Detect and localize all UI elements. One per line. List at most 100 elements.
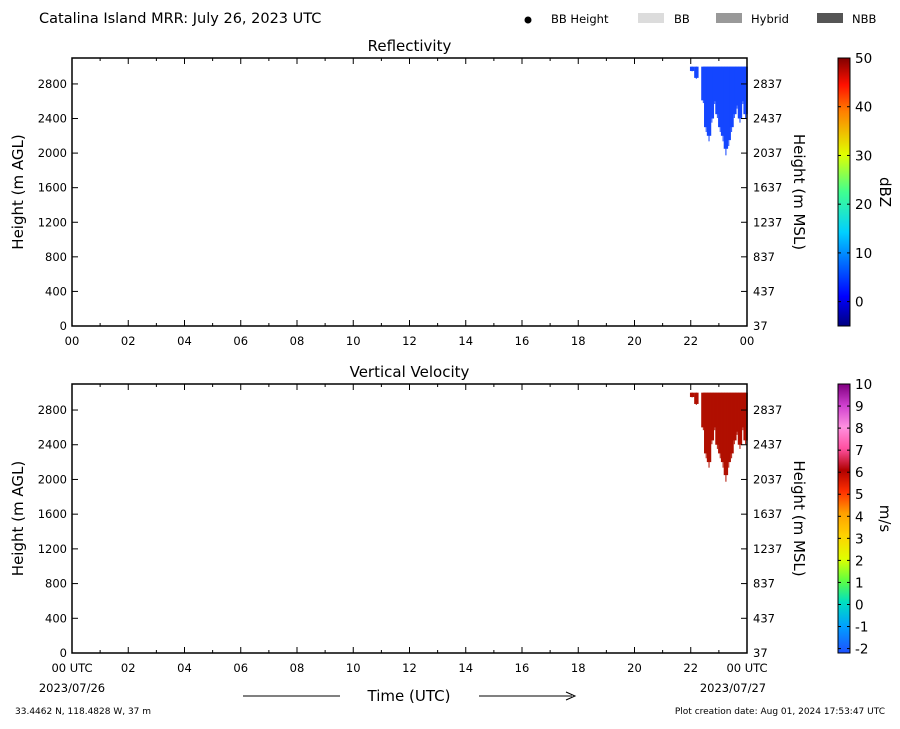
location-text: 33.4462 N, 118.4828 W, 37 m xyxy=(15,707,151,717)
y-tick-label-right: 2837 xyxy=(753,77,782,91)
x-tick-label: 20 xyxy=(627,334,642,348)
colorbar-tick-label: 10 xyxy=(855,377,872,393)
echo-streak xyxy=(695,66,697,79)
y-tick-label: 1600 xyxy=(38,181,67,195)
x-tick-label: 12 xyxy=(402,661,417,675)
x-tick-label: 04 xyxy=(177,661,192,675)
x-tick-label: 08 xyxy=(290,661,305,675)
y-tick-label: 2800 xyxy=(38,77,67,91)
echo-streak xyxy=(733,66,735,118)
panel-title: Reflectivity xyxy=(368,37,452,55)
y-tick-label: 2000 xyxy=(38,472,67,486)
echo-streak xyxy=(716,392,719,449)
y-tick-label-right: 2437 xyxy=(753,438,782,452)
colorbar-tick-label: 3 xyxy=(855,531,864,547)
echo-streak xyxy=(722,66,724,142)
y-tick-label-right: 837 xyxy=(753,577,775,591)
y-tick-label-right: 1637 xyxy=(753,507,782,521)
colorbar-tick-label: 4 xyxy=(855,509,864,525)
legend-nbb-label: NBB xyxy=(852,12,876,26)
echo-streak xyxy=(742,66,744,104)
y-tick-label-right: 837 xyxy=(753,250,775,264)
x-tick-label: 06 xyxy=(233,334,248,348)
echo-streak xyxy=(705,392,707,459)
echo-streak xyxy=(708,66,710,142)
colorbar-tick-label: 50 xyxy=(855,51,872,67)
creation-date-text: Plot creation date: Aug 01, 2024 17:53:4… xyxy=(675,707,885,717)
x-tick-label: 00 UTC xyxy=(726,661,767,675)
y-tick-label-right: 37 xyxy=(753,646,768,660)
y-tick-label: 800 xyxy=(45,250,67,264)
echo-streak xyxy=(691,392,693,398)
echo-streak xyxy=(722,392,724,468)
y-tick-label: 2400 xyxy=(38,438,67,452)
y-axis-label-right: Height (m MSL) xyxy=(790,460,808,576)
echo-streak xyxy=(730,66,733,133)
y-tick-label: 0 xyxy=(60,646,67,660)
legend-bb-height-label: BB Height xyxy=(551,12,609,26)
colorbar-tick-label: 30 xyxy=(855,148,872,164)
colorbar-tick-label: -1 xyxy=(855,620,868,636)
start-date-label: 2023/07/26 xyxy=(39,681,105,695)
y-tick-label-right: 2837 xyxy=(753,403,782,417)
y-tick-label-right: 2037 xyxy=(753,472,782,486)
x-tick-label: 14 xyxy=(458,661,473,675)
echo-streak xyxy=(739,66,741,123)
colorbar-tick-label: 5 xyxy=(855,487,864,503)
echo-streak xyxy=(728,392,730,468)
echo-streak xyxy=(736,392,738,435)
y-tick-label: 400 xyxy=(45,284,67,298)
y-axis-label-right: Height (m MSL) xyxy=(790,134,808,250)
echo-streak xyxy=(739,392,741,449)
echo-streak xyxy=(744,392,747,445)
echo-streak xyxy=(736,66,738,109)
colorbar-tick-label: 6 xyxy=(855,465,864,481)
y-tick-label-right: 1237 xyxy=(753,542,782,556)
x-tick-label: 00 xyxy=(65,334,80,348)
x-tick-label: 22 xyxy=(683,661,698,675)
echo-streak xyxy=(702,66,705,104)
x-tick-label: 00 UTC xyxy=(51,661,92,675)
echo-streak xyxy=(719,66,721,133)
legend-hybrid-label: Hybrid xyxy=(751,12,789,26)
echo-streak xyxy=(695,392,697,405)
colorbar xyxy=(837,383,851,654)
panel-title: Vertical Velocity xyxy=(350,363,470,381)
echo-streak xyxy=(725,66,727,156)
x-tick-label: 20 xyxy=(627,661,642,675)
y-tick-label-right: 37 xyxy=(753,319,768,333)
x-tick-label: 22 xyxy=(683,334,698,348)
y-tick-label: 0 xyxy=(60,319,67,333)
x-tick-label: 02 xyxy=(121,334,136,348)
time-axis-label: Time (UTC) xyxy=(367,687,451,705)
echo-streak xyxy=(725,392,727,482)
colorbar-tick-label: 9 xyxy=(855,399,864,415)
end-date-label: 2023/07/27 xyxy=(700,681,766,695)
echo-streak xyxy=(708,392,710,468)
figure-title: Catalina Island MRR: July 26, 2023 UTC xyxy=(39,11,321,27)
colorbar-tick-label: -2 xyxy=(855,642,868,658)
echo-streak xyxy=(691,66,693,72)
echo-streak xyxy=(711,66,713,123)
time-arrow-head-icon xyxy=(565,691,577,701)
y-tick-label-right: 2037 xyxy=(753,146,782,160)
colorbar-tick-label: 1 xyxy=(855,575,864,591)
x-tick-label: 18 xyxy=(571,334,586,348)
bright-band-legend: BB Height BB Hybrid NBB xyxy=(524,12,876,26)
echo-streak xyxy=(711,392,713,445)
x-tick-label: 06 xyxy=(233,661,248,675)
plot-frame xyxy=(71,383,748,654)
x-tick-label: 16 xyxy=(515,661,530,675)
y-tick-label-right: 2437 xyxy=(753,112,782,126)
echo-streak xyxy=(714,392,716,431)
x-tick-label: 04 xyxy=(177,334,192,348)
y-axis-label: Height (m AGL) xyxy=(9,134,27,249)
legend-nbb-swatch xyxy=(817,13,843,23)
colorbar xyxy=(837,57,851,327)
colorbar-tick-label: 10 xyxy=(855,246,872,262)
y-tick-label: 400 xyxy=(45,611,67,625)
echo-streak xyxy=(728,66,730,147)
x-tick-label: 10 xyxy=(346,334,361,348)
colorbar-label: m/s xyxy=(876,505,894,533)
